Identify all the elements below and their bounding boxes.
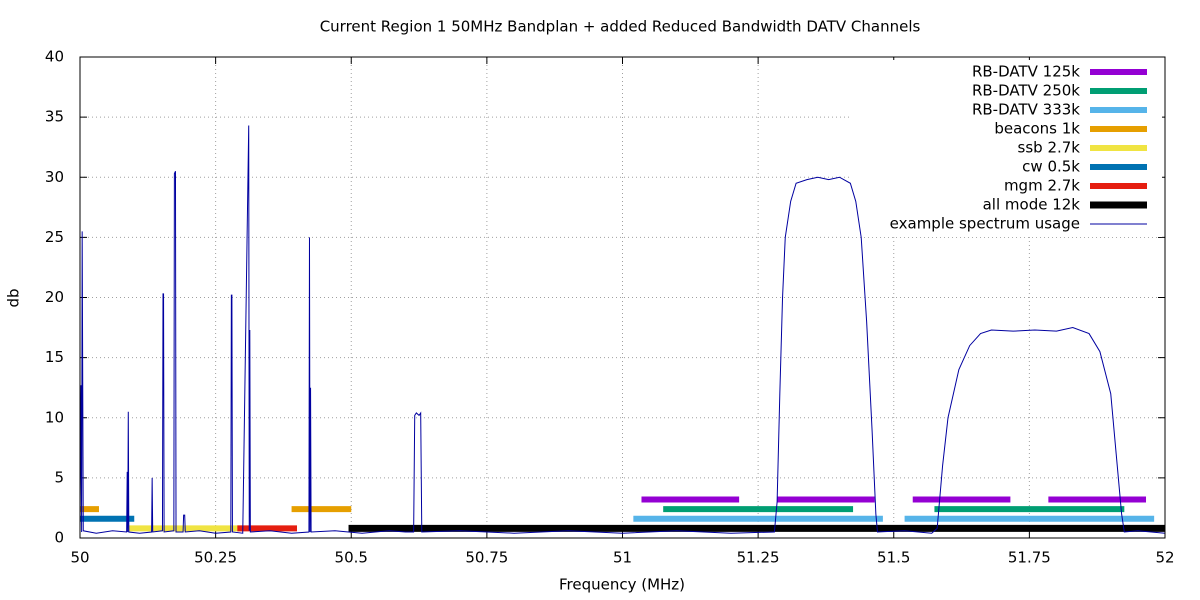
legend-label: RB-DATV 125k [972,63,1080,81]
y-tick-label: 5 [54,468,64,486]
legend-label: beacons 1k [994,120,1080,138]
legend-label: RB-DATV 333k [972,101,1080,119]
x-tick-label: 50.25 [194,549,237,567]
x-tick-label: 50.75 [465,549,508,567]
y-tick-label: 0 [54,529,64,547]
x-tick-label: 51.5 [877,549,910,567]
legend-label: ssb 2.7k [1018,139,1081,157]
chart-title: Current Region 1 50MHz Bandplan + added … [320,18,921,36]
x-tick-label: 51 [613,549,632,567]
legend-label: RB-DATV 250k [972,82,1080,100]
x-tick-label: 52 [1155,549,1174,567]
x-tick-label: 50 [70,549,89,567]
legend-label: cw 0.5k [1022,158,1080,176]
plot-border [79,56,1166,539]
x-axis-label: Frequency (MHz) [559,576,685,594]
x-tick-label: 50.5 [335,549,368,567]
y-tick-label: 30 [45,168,64,186]
legend-label: example spectrum usage [890,215,1080,233]
legend-label: mgm 2.7k [1004,177,1080,195]
y-tick-label: 20 [45,288,64,306]
x-tick-label: 51.25 [737,549,780,567]
y-tick-label: 35 [45,108,64,126]
y-axis-label: db [5,288,23,307]
legend-label: all mode 12k [983,196,1081,214]
y-tick-label: 15 [45,348,64,366]
y-tick-label: 25 [45,228,64,246]
spectrum-line [79,125,1166,534]
y-tick-label: 40 [45,48,64,66]
y-tick-label: 10 [45,408,64,426]
x-tick-label: 51.75 [1008,549,1051,567]
